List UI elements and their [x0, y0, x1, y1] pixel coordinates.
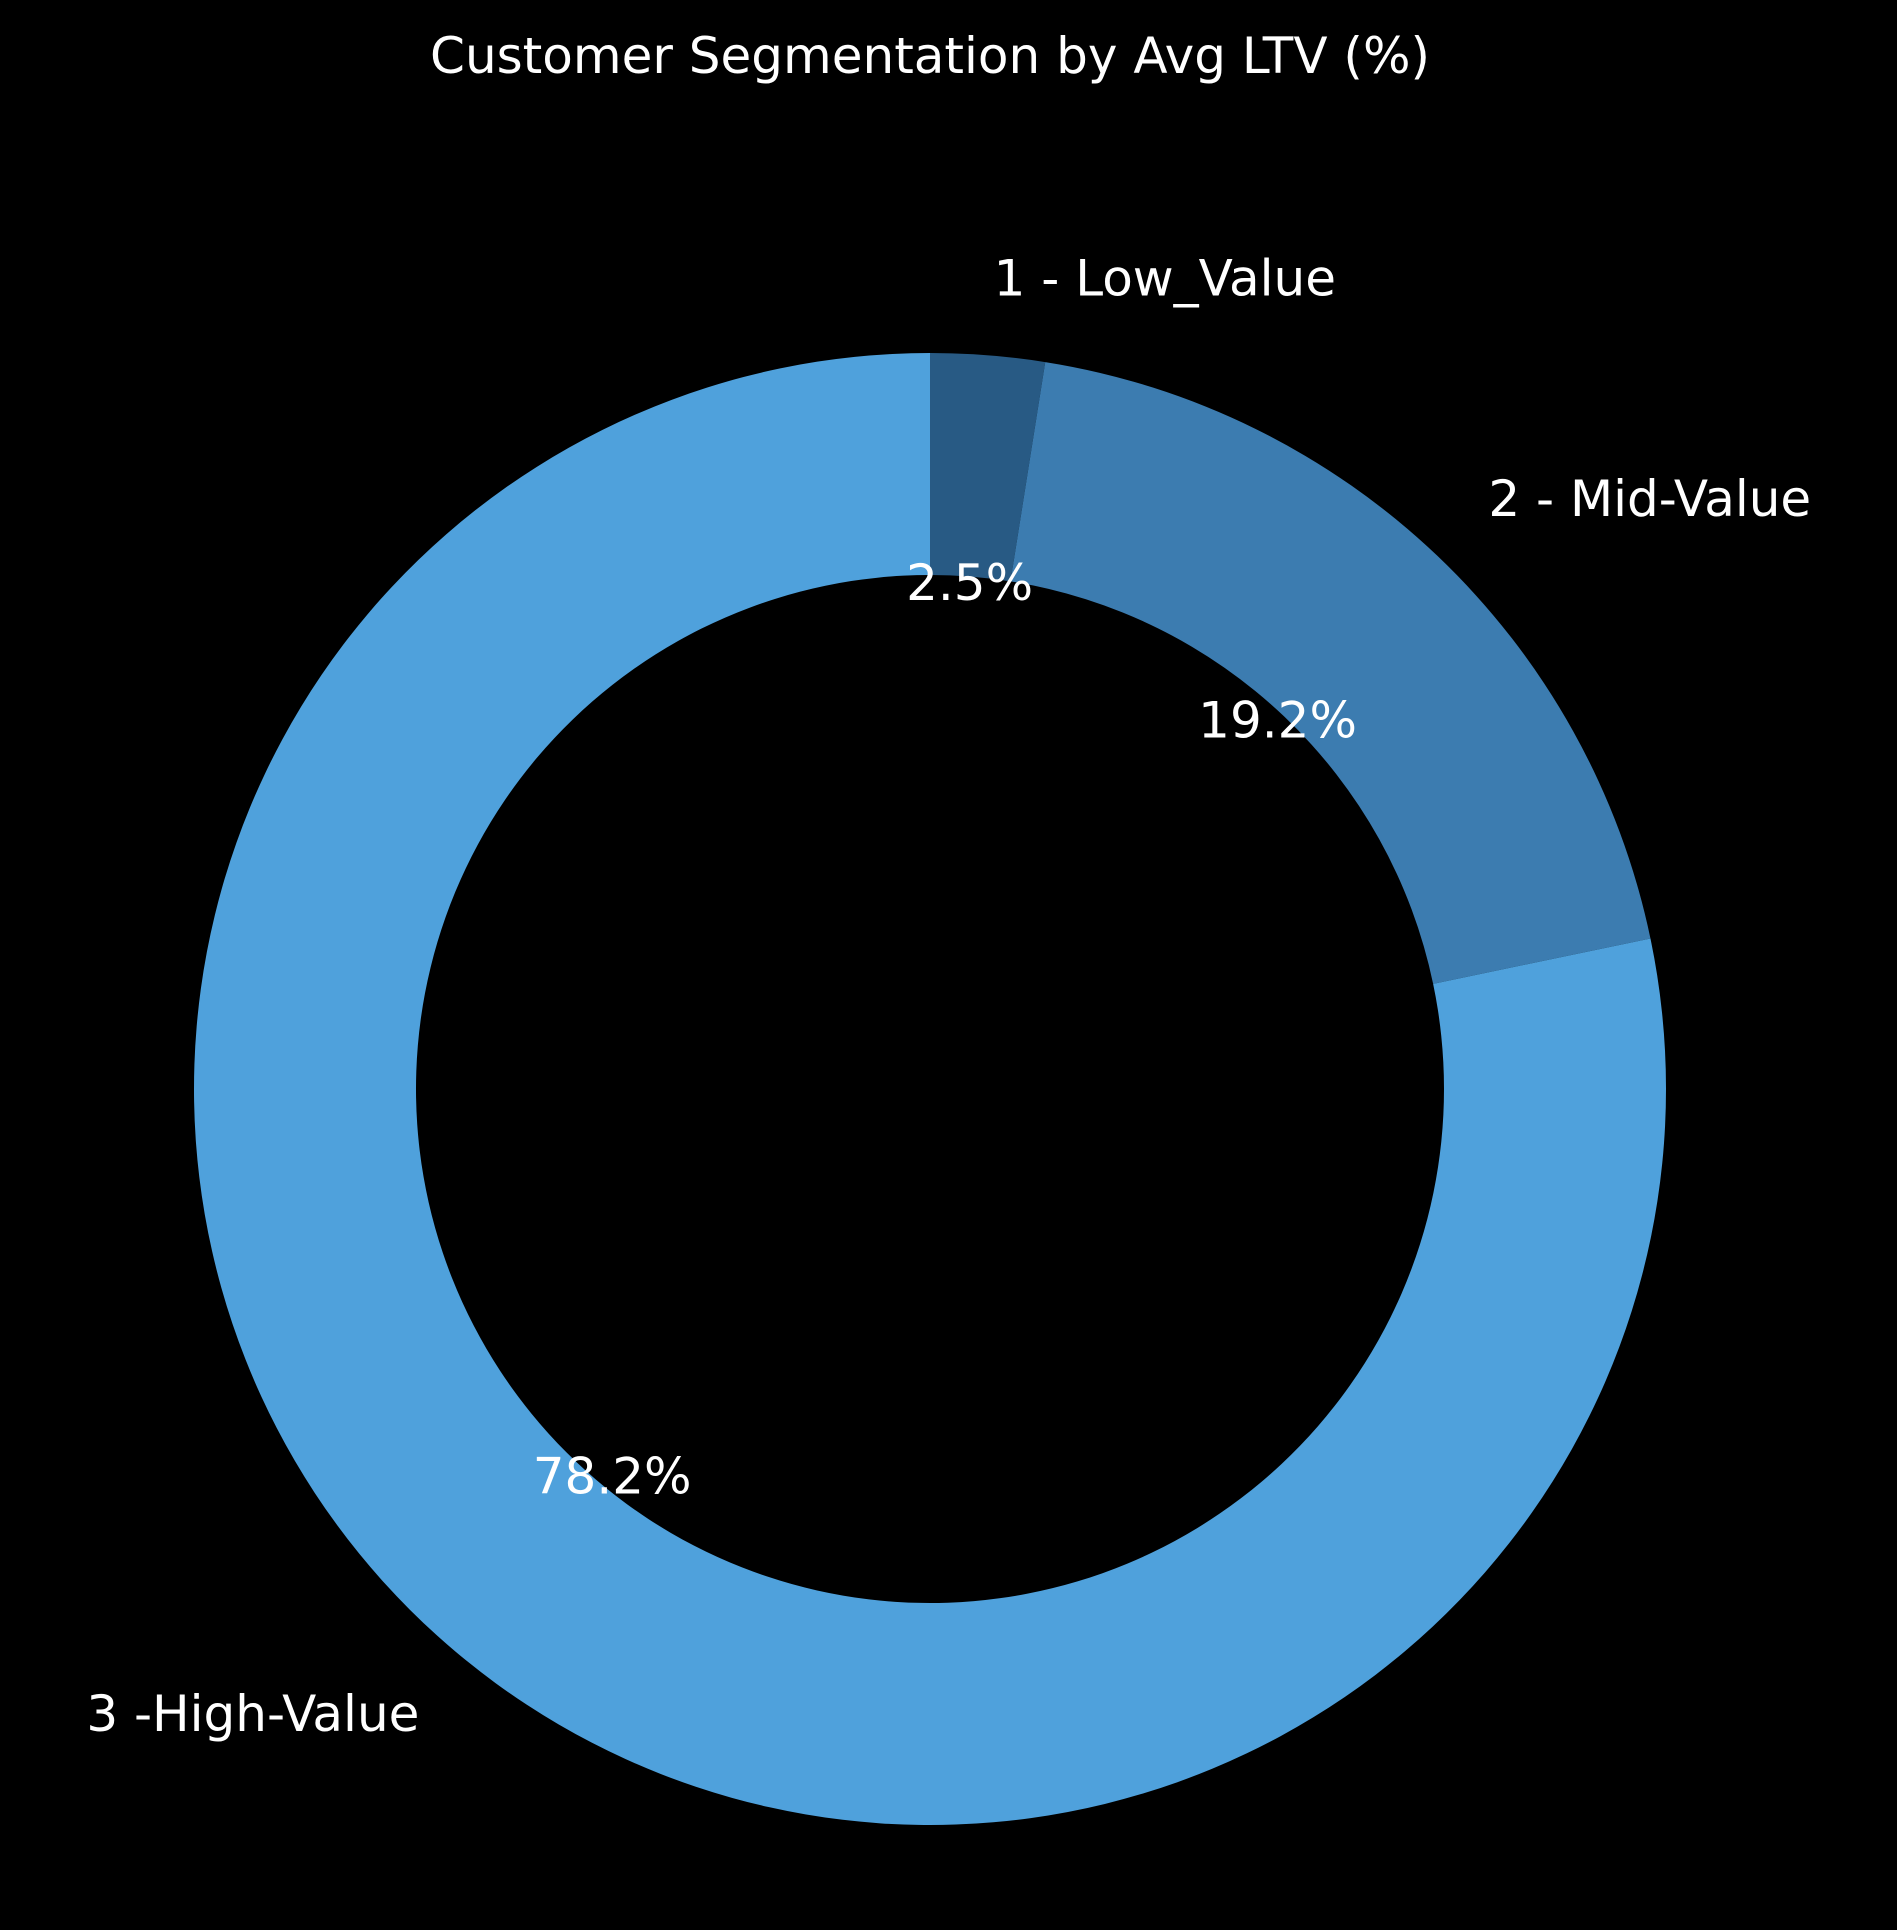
donut-slice-3 [194, 353, 1667, 1825]
labels-layer: 1 - Low_Value 2.5% 2 - Mid-Value 19.2% 3 -Hi… [86, 249, 1811, 1742]
slices-layer [194, 353, 1667, 1825]
category-label-3: 3 -High-Value [86, 1685, 419, 1743]
donut-slice-2 [1010, 362, 1651, 984]
value-label-1: 2.5% [906, 554, 1033, 612]
value-label-2: 19.2% [1198, 692, 1357, 750]
category-label-2: 2 - Mid-Value [1488, 470, 1811, 528]
value-label-3: 78.2% [533, 1448, 692, 1506]
chart-title: Customer Segmentation by Avg LTV (%) [430, 27, 1430, 85]
category-label-1: 1 - Low_Value [994, 249, 1336, 307]
donut-slice-1 [930, 353, 1046, 582]
